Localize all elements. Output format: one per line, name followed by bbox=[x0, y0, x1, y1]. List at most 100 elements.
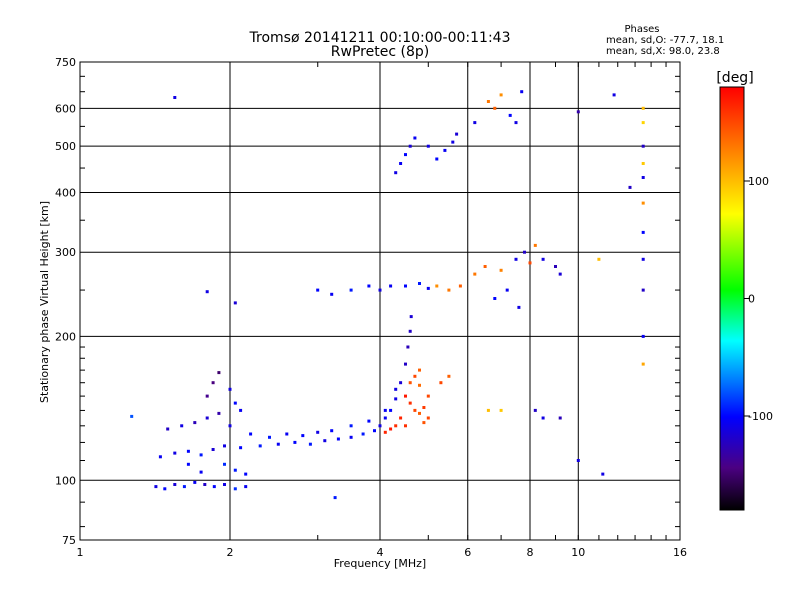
data-point bbox=[473, 121, 477, 125]
y-tick-label: 400 bbox=[55, 186, 76, 199]
data-point bbox=[211, 381, 215, 385]
data-point bbox=[349, 288, 353, 292]
data-point bbox=[426, 394, 430, 398]
colorbar-tick-label: -100 bbox=[748, 410, 773, 423]
data-point bbox=[173, 483, 177, 486]
data-point bbox=[394, 397, 398, 401]
data-point bbox=[499, 408, 503, 412]
data-point bbox=[367, 284, 371, 288]
phase-stats-o: mean, sd,O: -77.7, 18.1 bbox=[606, 35, 724, 46]
data-point bbox=[233, 468, 237, 472]
data-point bbox=[249, 432, 253, 436]
data-point bbox=[576, 110, 580, 114]
data-point bbox=[158, 455, 162, 459]
colorbar-ticks: 100 0 -100 bbox=[744, 175, 773, 423]
data-point bbox=[426, 286, 430, 290]
data-point bbox=[223, 444, 226, 448]
data-point bbox=[641, 257, 645, 261]
data-point bbox=[641, 362, 645, 366]
chart-subtitle: RwPretec (8p) bbox=[331, 44, 429, 60]
data-point bbox=[426, 416, 430, 420]
data-point bbox=[435, 157, 439, 161]
data-point bbox=[641, 162, 645, 165]
data-point bbox=[517, 305, 521, 309]
data-point bbox=[408, 401, 412, 405]
data-point bbox=[641, 121, 645, 125]
data-point bbox=[523, 250, 526, 254]
data-point bbox=[193, 480, 197, 484]
data-point bbox=[394, 171, 398, 175]
data-point bbox=[233, 301, 237, 305]
data-point bbox=[228, 424, 232, 428]
colorbar bbox=[719, 86, 745, 511]
data-point bbox=[399, 416, 403, 420]
data-point bbox=[514, 121, 518, 125]
data-point bbox=[203, 483, 207, 486]
chart-title: Tromsø 20141211 00:10:00-00:11:43 bbox=[249, 30, 511, 46]
data-point bbox=[486, 100, 490, 103]
data-point bbox=[186, 449, 190, 453]
data-point bbox=[408, 329, 412, 333]
data-point bbox=[373, 429, 376, 433]
data-point bbox=[514, 257, 518, 261]
data-point bbox=[244, 485, 248, 489]
data-point bbox=[389, 284, 393, 288]
data-point bbox=[276, 442, 280, 446]
data-points bbox=[130, 90, 645, 500]
data-point bbox=[186, 462, 190, 466]
y-tick-label: 100 bbox=[55, 474, 76, 487]
data-point bbox=[455, 132, 459, 136]
data-point bbox=[163, 487, 167, 491]
data-point bbox=[576, 459, 580, 462]
data-point bbox=[239, 408, 243, 412]
data-point bbox=[499, 268, 503, 272]
data-point bbox=[228, 387, 232, 391]
data-point bbox=[641, 288, 645, 292]
data-point bbox=[199, 453, 203, 457]
data-point bbox=[268, 435, 271, 439]
data-point bbox=[316, 288, 320, 292]
data-point bbox=[404, 153, 407, 157]
colorbar-label: [deg] bbox=[716, 70, 753, 86]
data-point bbox=[473, 272, 477, 276]
data-point bbox=[499, 93, 503, 97]
data-point bbox=[173, 451, 177, 455]
data-point bbox=[244, 472, 248, 476]
data-point bbox=[533, 243, 537, 247]
data-point bbox=[541, 416, 545, 420]
data-point bbox=[217, 411, 221, 415]
data-point bbox=[404, 284, 407, 288]
data-point bbox=[413, 136, 417, 140]
data-point bbox=[486, 408, 490, 412]
data-point bbox=[330, 429, 334, 433]
data-point bbox=[383, 430, 387, 434]
data-point bbox=[597, 257, 601, 261]
data-point bbox=[641, 334, 645, 338]
data-point bbox=[212, 485, 216, 489]
data-point bbox=[361, 432, 365, 436]
data-point bbox=[154, 485, 158, 489]
y-tick-label: 750 bbox=[55, 56, 76, 69]
data-point bbox=[404, 394, 407, 398]
data-point bbox=[641, 106, 645, 110]
data-point bbox=[349, 424, 353, 428]
data-point bbox=[389, 408, 393, 412]
data-point bbox=[173, 96, 177, 99]
data-point bbox=[205, 416, 209, 420]
data-point bbox=[233, 487, 237, 491]
data-point bbox=[378, 424, 382, 428]
data-point bbox=[399, 162, 403, 165]
data-point bbox=[520, 90, 524, 94]
data-point bbox=[641, 176, 645, 179]
data-point bbox=[409, 315, 413, 319]
data-point bbox=[422, 421, 426, 425]
data-point bbox=[180, 424, 184, 428]
data-point bbox=[223, 462, 226, 466]
data-point bbox=[333, 496, 337, 500]
data-point bbox=[406, 345, 410, 349]
data-point bbox=[558, 272, 562, 276]
data-point bbox=[447, 288, 451, 292]
data-point bbox=[554, 265, 557, 268]
colorbar-tick-label: 100 bbox=[748, 175, 769, 188]
